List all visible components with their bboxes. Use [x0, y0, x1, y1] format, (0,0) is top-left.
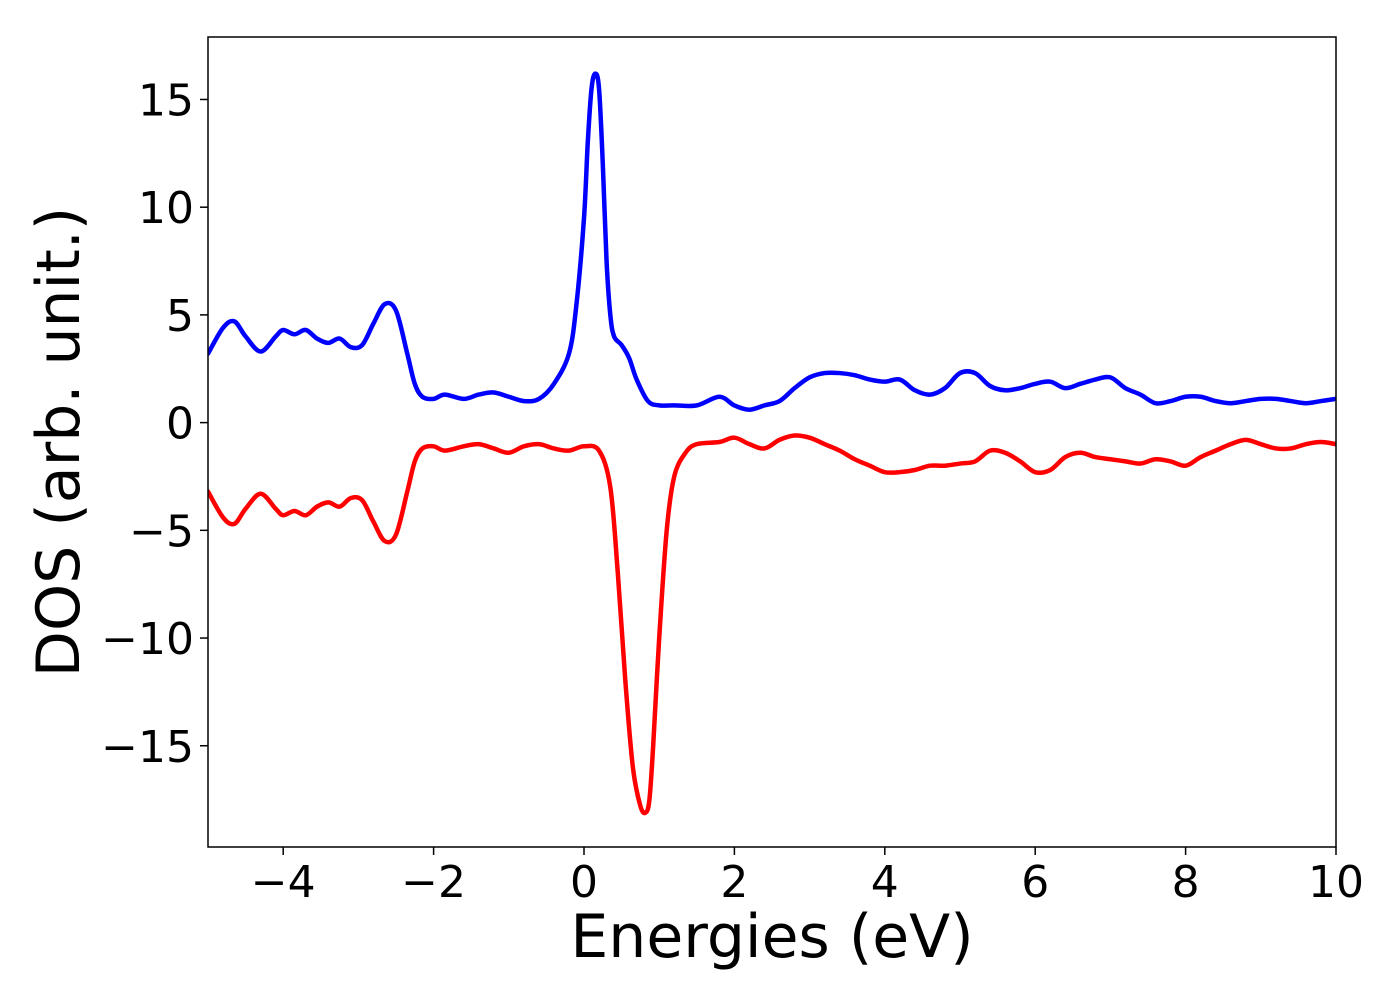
x-tick-label: 0 — [570, 857, 598, 908]
y-tick-label: −15 — [101, 722, 194, 773]
x-tick-label: 4 — [871, 857, 899, 908]
y-tick-label: −5 — [129, 506, 194, 557]
x-tick-label: 2 — [720, 857, 748, 908]
y-tick-label: 5 — [166, 291, 194, 342]
y-tick-label: 0 — [166, 399, 194, 450]
plot-lines — [208, 71, 1336, 816]
y-tick-label: 15 — [138, 75, 194, 126]
x-tick-label: −4 — [251, 857, 316, 908]
y-tick-label: 10 — [138, 183, 194, 234]
x-tick-label: −2 — [401, 857, 466, 908]
plot-frame — [207, 36, 1337, 848]
spin-down-dos-line — [208, 433, 1336, 816]
y-tick-label: −10 — [101, 614, 194, 665]
y-axis-ticks: 15 10 5 0 −5 −10 −15 — [101, 75, 208, 773]
y-axis-label: DOS (arb. unit.) — [24, 207, 94, 677]
x-tick-label: 6 — [1021, 857, 1049, 908]
x-axis-ticks: −4 −2 0 2 4 6 8 10 — [251, 847, 1364, 908]
x-tick-label: 8 — [1172, 857, 1200, 908]
x-tick-label: 10 — [1308, 857, 1364, 908]
x-axis-label: Energies (eV) — [570, 902, 973, 972]
spin-up-dos-line — [208, 71, 1336, 412]
